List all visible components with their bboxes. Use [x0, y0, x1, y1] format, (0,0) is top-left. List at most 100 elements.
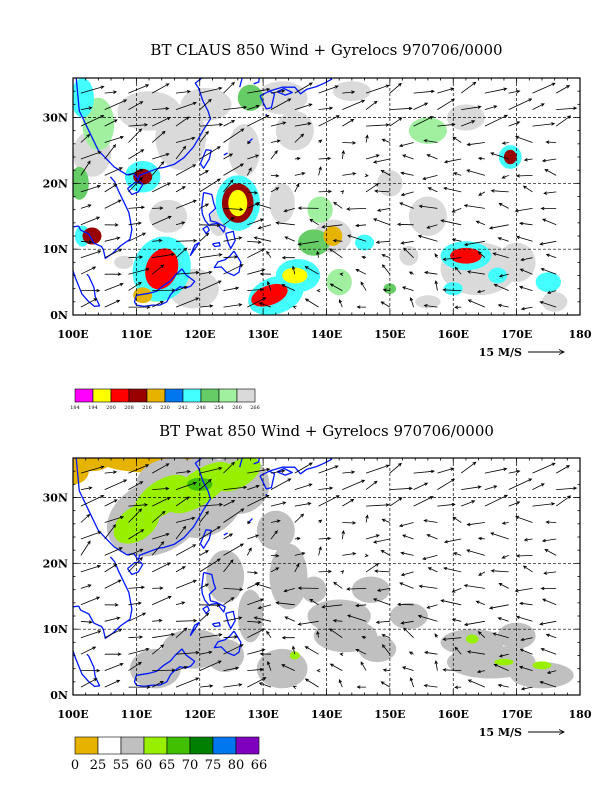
wind-arrow: [492, 632, 509, 639]
wind-arrow: [544, 548, 557, 556]
wind-arrow: [484, 87, 508, 94]
wind-arrow: [381, 138, 391, 143]
wind-arrow: [408, 271, 414, 275]
wind-arrow: [409, 297, 414, 308]
wind-arrow: [423, 684, 438, 688]
wind-arrow: [366, 503, 390, 507]
wind-arrow: [321, 224, 343, 229]
colorbar-swatch: [212, 736, 237, 755]
wind-arrow: [294, 483, 313, 490]
coastline: [268, 458, 333, 475]
wind-arrow: [463, 240, 485, 247]
wind-arrow: [284, 236, 295, 242]
colorbar: 0 25 55 60 65 70 75 80 66: [71, 736, 267, 773]
wind-arrow: [80, 564, 102, 573]
wind-arrow: [309, 598, 319, 606]
coastline: [133, 268, 196, 308]
wind-arrow: [247, 115, 270, 127]
wind-arrow: [128, 661, 142, 671]
wind-arrow: [318, 85, 339, 94]
wind-arrow: [294, 82, 313, 94]
y-tick-label: 10N: [43, 243, 68, 256]
wind-arrow: [347, 234, 367, 242]
wind-arrow: [128, 305, 151, 309]
wind-arrow: [80, 584, 92, 589]
x-tick-label: 150E: [374, 328, 405, 341]
wind-arrow: [104, 563, 118, 573]
contour-shading: [326, 268, 352, 296]
coastline: [133, 648, 196, 688]
contour-shading: [497, 242, 536, 283]
wind-arrow: [498, 653, 509, 658]
wind-arrow: [365, 480, 378, 490]
colorbar-swatch: [218, 388, 238, 403]
wind-arrow: [294, 172, 306, 176]
colorbar-swatch: [110, 388, 130, 403]
wind-arrow: [329, 663, 343, 671]
wind-arrow: [427, 187, 438, 193]
wind-arrow: [284, 616, 295, 622]
wind-arrow: [270, 469, 286, 474]
wind-arrow: [360, 661, 367, 671]
wind-arrow: [247, 297, 267, 308]
wind-arrow: [498, 202, 509, 209]
wind-arrow: [514, 208, 533, 213]
wind-arrow: [484, 105, 498, 110]
x-tick-label: 170E: [501, 708, 532, 721]
wind-arrow: [259, 652, 272, 656]
wind-arrow: [409, 677, 414, 688]
wind-arrow: [467, 299, 486, 308]
wind-arrow: [199, 146, 221, 160]
contour-shading: [133, 287, 153, 304]
wind-arrow: [270, 187, 280, 193]
wind-arrow: [247, 534, 260, 540]
wind-arrow: [342, 521, 357, 525]
contour-shading: [117, 91, 181, 131]
wind-arrow: [442, 257, 462, 261]
wind-arrow: [443, 566, 462, 573]
wind-arrow: [104, 663, 124, 671]
wind-arrow: [223, 217, 235, 226]
wind-arrow: [104, 679, 121, 688]
wind-arrow: [443, 186, 462, 193]
wind-arrow: [342, 470, 356, 474]
wind-arrow: [270, 501, 287, 507]
wind-arrow: [396, 602, 414, 607]
wind-arrow: [440, 599, 462, 606]
wind-arrow: [452, 516, 462, 523]
wind-arrow: [508, 98, 533, 110]
wind-arrow: [437, 98, 456, 110]
wind-arrow: [364, 553, 369, 558]
contour-shading: [269, 183, 295, 223]
wind-arrow: [355, 223, 367, 228]
wind-arrow: [223, 120, 236, 127]
coastline: [259, 90, 276, 110]
wind-arrow: [477, 156, 485, 161]
wind-arrow: [333, 201, 343, 209]
wind-arrow: [451, 588, 462, 593]
wind-arrow: [294, 122, 312, 127]
wind-arrow: [104, 499, 118, 507]
colorbar-swatch: [128, 388, 148, 403]
panel-2: BT Pwat 850 Wind + Gyrelocs 970706/0000 1…: [43, 422, 592, 773]
wind-arrow: [128, 548, 144, 556]
wind-arrow: [541, 538, 557, 543]
wind-arrow: [342, 479, 366, 490]
wind-arrow: [539, 620, 557, 626]
wind-arrow: [508, 469, 521, 474]
wind-arrow: [333, 581, 343, 589]
wind-arrow: [281, 635, 295, 640]
wind-arrow: [104, 470, 118, 474]
wind-arrow: [413, 482, 429, 490]
wind-arrow: [539, 240, 557, 246]
wind-arrow: [175, 666, 188, 671]
wind-arrow: [372, 218, 391, 226]
wind-arrow: [270, 150, 278, 160]
wind-arrow: [475, 220, 486, 226]
wind-arrow: [199, 510, 209, 523]
wind-arrow: [376, 588, 390, 592]
contour-shading: [399, 245, 419, 266]
wind-arrow: [374, 569, 390, 573]
wind-arrow: [80, 240, 93, 244]
wind-arrow: [128, 128, 143, 143]
